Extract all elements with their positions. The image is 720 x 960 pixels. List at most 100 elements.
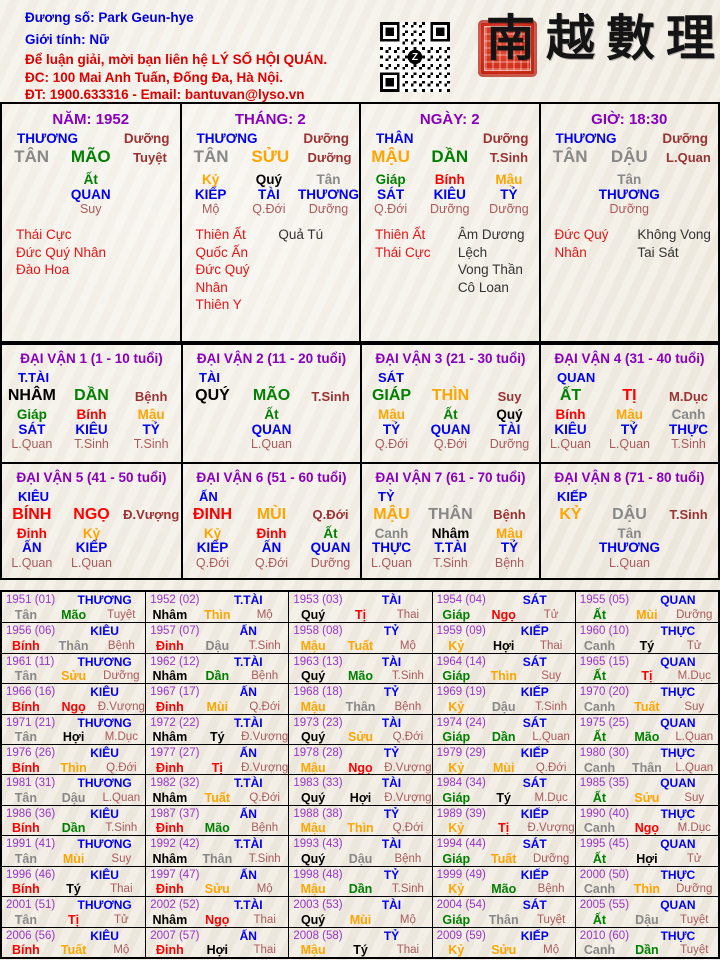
year-cell-2010: 2010 (60) THỰC Canh Dần Tuyệt [574, 926, 718, 957]
thang-stem-than: KIẾP [194, 187, 227, 202]
daivan-chi-state: Bệnh [493, 507, 526, 522]
year-can: Kỷ [448, 699, 465, 714]
year-chi: Mùi [62, 851, 85, 866]
thang-stem-state: Q.Đới [252, 202, 286, 216]
daivan-chi-state: Q.Đới [312, 507, 349, 522]
year-than: TỶ [383, 746, 400, 761]
year-label: 1993 (43) [293, 838, 343, 851]
year-cell-1982: 1982 (32) T.TÀI Nhâm Tuất Q.Đới [145, 774, 289, 805]
dv5-stem-state: L.Quan [71, 555, 113, 570]
daivan-chi-state: T.Sinh [311, 388, 350, 404]
year-label: 2009 (59) [436, 929, 486, 942]
year-can: Tân [14, 730, 37, 745]
year-label: 1967 (17) [150, 686, 200, 699]
daivan-title: ĐẠI VẬN 3 (21 - 30 tuổi) [375, 351, 526, 366]
dv2-hidden-stem: Ất QUAN L.Quan [183, 407, 360, 452]
year-cell-1971: 1971 (21) THƯƠNG Tân Hợi M.Dục [2, 713, 146, 745]
year-cell-top: 1963 (13) TÀI [289, 655, 431, 670]
year-cell-top: 1956 (06) KIÊU [2, 624, 145, 639]
year-can: Canh [583, 699, 616, 714]
year-chi: Ngọ [491, 607, 516, 622]
year-label: 1961 (11) [6, 655, 55, 668]
year-canchi: Giáp Tuất Dưỡng [433, 852, 575, 866]
year-cell-top: 1989 (39) KIẾP [433, 807, 575, 822]
gio-stem-state: Dưỡng [609, 202, 650, 216]
year-canchi: Mậu Tuất Mộ [289, 639, 431, 653]
daivan-dv1: ĐẠI VẬN 1 (1 - 10 tuổi) T.TÀI NHÂM DẦN Bệnh G… [2, 345, 181, 462]
year-chi: Hợi [349, 790, 372, 805]
dv4-stem-than: TỶ [620, 421, 639, 437]
dv4-hidden-stems: Bính KIÊU L.Quan Mậu TỶ L.Quan Canh THỰC T.Sinh [541, 405, 718, 452]
daivan-chi: MÃO [252, 387, 291, 404]
year-chi: Thân [202, 851, 233, 866]
year-cell-top: 1962 (12) T.TÀI [146, 655, 288, 670]
year-state: M.Dục [534, 791, 568, 804]
year-state: Dưỡng [532, 852, 570, 865]
year-label: 1976 (26) [6, 747, 56, 760]
star-red-item: Đức Quý Nhân [554, 227, 609, 260]
year-canchi: Mậu Thân Bệnh [289, 700, 431, 714]
year-label: 1954 (04) [436, 594, 486, 606]
thang-top-state: Dưỡng [303, 131, 349, 146]
year-can: Quý [300, 607, 326, 622]
year-state: Q.Đới [535, 761, 567, 774]
year-cell-top: 1958 (08) TỶ [289, 624, 431, 639]
year-state: T.Sinh [535, 700, 568, 713]
daivan-chi-state: Bệnh [134, 388, 168, 404]
dv6-stem-can: Kỷ [203, 525, 222, 541]
dv3-stem-can: Mậu [378, 407, 405, 422]
year-chi: Dần [205, 669, 230, 684]
year-than: ẤN [239, 746, 257, 761]
year-label: 1969 (19) [436, 686, 486, 699]
daivan-than: KIÊU [18, 488, 50, 504]
dv4-hidden-stem: Mậu TỶ L.Quan [600, 407, 659, 452]
year-label: 1991 (41) [6, 838, 56, 851]
nam-top-label: THƯƠNG [17, 131, 78, 146]
dv7-stem-can: Nhâm [431, 525, 470, 541]
daivan-than: T.TÀI [18, 370, 50, 385]
year-state: Thai [253, 913, 276, 926]
daivan-chi-state: M.Dục [669, 388, 708, 404]
dv4-stem-state: L.Quan [549, 437, 591, 451]
ngay-hidden-stem: Mậu TỶ Dưỡng [479, 172, 538, 217]
year-can: Bính [11, 760, 40, 775]
year-canchi: Mậu Dần T.Sinh [289, 882, 431, 896]
year-chi: Dần [635, 943, 659, 957]
dv3-stem-can: Ất [443, 407, 458, 422]
year-table: 1951 (01) THƯƠNG Tân Mão Tuyệt 1952 (02) T.TÀI… [0, 590, 720, 959]
year-cell-1965: 1965 (15) QUAN Ất Tị M.Dục [574, 652, 718, 684]
year-cell-2005: 2005 (55) QUAN Ất Dậu Tuyệt [574, 896, 718, 927]
daivan-chi-state: T.Sinh [669, 507, 708, 522]
year-than: TÀI [381, 715, 402, 730]
year-chi: Mão [634, 730, 660, 745]
year-cell-top: 2007 (57) ẤN [146, 929, 288, 944]
year-label: 1989 (39) [436, 807, 486, 820]
dv1-hidden-stems: Giáp SÁT L.Quan Bính KIÊU T.Sinh Mậu TỶ T.Sinh [2, 405, 181, 452]
year-canchi: Giáp Ngọ Tử [433, 608, 575, 622]
year-state: M.Dục [677, 670, 711, 683]
year-chi: Tuất [347, 638, 374, 653]
thang-stem-can: Quý [255, 172, 283, 187]
pillar-canchi-row: TÂN MÃO Tuyệt [2, 146, 180, 167]
year-cell-top: 1975 (25) QUAN [576, 716, 718, 731]
year-cell-2004: 2004 (54) SÁT Giáp Thân Tuyệt [431, 896, 575, 927]
year-cell-top: 1960 (10) THỰC [576, 624, 718, 639]
ngay-stem-state: Dưỡng [430, 202, 470, 216]
year-cell-top: 1986 (36) KIÊU [2, 807, 145, 822]
year-label: 2008 (58) [293, 929, 343, 942]
year-than: TÀI [381, 837, 402, 852]
year-can: Canh [583, 760, 616, 775]
dv4-hidden-stem: Canh THỰC T.Sinh [659, 407, 718, 452]
year-can: Canh [583, 882, 616, 897]
year-state: Q.Đới [249, 791, 280, 804]
year-state: T.Sinh [248, 639, 281, 652]
year-canchi: Kỷ Mùi Q.Đới [433, 761, 575, 775]
thang-stem-than: THƯƠNG [298, 187, 359, 202]
year-cell-top: 1990 (40) THỰC [576, 807, 718, 822]
year-than: KIẾP [520, 867, 549, 882]
daivan-section: ĐẠI VẬN 1 (1 - 10 tuổi) T.TÀI NHÂM DẦN Bệnh G… [0, 343, 720, 580]
daivan-canchi-row: ĐINH MÙI Q.Đới [183, 504, 360, 524]
dv6-hidden-stems: Kỷ KIẾP Q.Đới Đinh ẤN Q.Đới Ất QUAN Dưỡng [183, 524, 360, 571]
pillar-gio: GIỜ: 18:30 THƯƠNG Dưỡng TÂN DẬU L.Quan Tân THƯƠ… [538, 104, 719, 341]
year-state: Bệnh [107, 639, 135, 652]
